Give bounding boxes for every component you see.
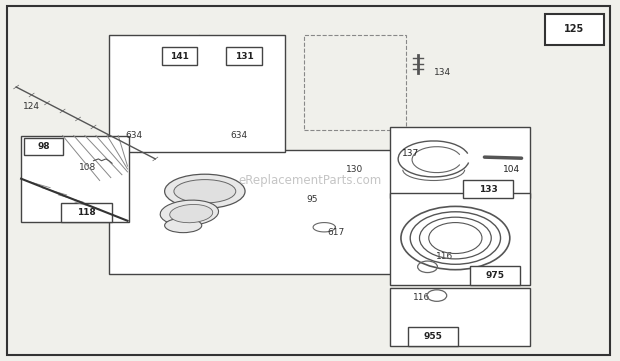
Bar xyxy=(304,35,406,130)
Ellipse shape xyxy=(174,180,236,203)
Bar xyxy=(391,193,529,285)
Bar xyxy=(109,150,406,274)
Bar xyxy=(463,180,513,199)
Text: 617: 617 xyxy=(327,228,345,237)
Text: 95: 95 xyxy=(306,195,317,204)
Text: 131: 131 xyxy=(235,52,254,61)
Bar xyxy=(24,138,63,155)
Text: 955: 955 xyxy=(423,332,443,341)
Text: 127: 127 xyxy=(167,217,184,226)
Ellipse shape xyxy=(165,218,202,232)
Text: 124: 124 xyxy=(23,102,40,111)
Ellipse shape xyxy=(170,204,213,223)
Bar xyxy=(469,266,520,285)
Text: 116: 116 xyxy=(436,252,453,261)
Bar xyxy=(391,127,529,199)
Text: 634: 634 xyxy=(125,131,142,140)
Bar xyxy=(408,327,458,346)
Text: 116: 116 xyxy=(413,293,430,302)
Text: 975: 975 xyxy=(485,271,505,280)
Text: 130: 130 xyxy=(346,165,363,174)
Bar xyxy=(21,135,130,222)
Bar xyxy=(391,288,529,346)
Text: 118: 118 xyxy=(78,208,96,217)
Text: 634: 634 xyxy=(230,131,247,140)
Ellipse shape xyxy=(160,200,219,226)
Text: 108: 108 xyxy=(79,164,96,173)
Text: 125: 125 xyxy=(564,25,584,34)
Text: 133: 133 xyxy=(479,184,497,193)
Text: 104: 104 xyxy=(502,165,520,174)
Bar xyxy=(61,203,112,222)
Ellipse shape xyxy=(165,174,245,208)
Text: 134: 134 xyxy=(434,68,451,77)
Text: 137: 137 xyxy=(402,149,418,158)
Text: 98: 98 xyxy=(37,142,50,151)
Text: eReplacementParts.com: eReplacementParts.com xyxy=(238,174,382,187)
Bar xyxy=(109,35,285,152)
Bar xyxy=(162,47,197,65)
Text: 141: 141 xyxy=(170,52,189,61)
Bar xyxy=(226,47,262,65)
Bar xyxy=(545,14,604,44)
